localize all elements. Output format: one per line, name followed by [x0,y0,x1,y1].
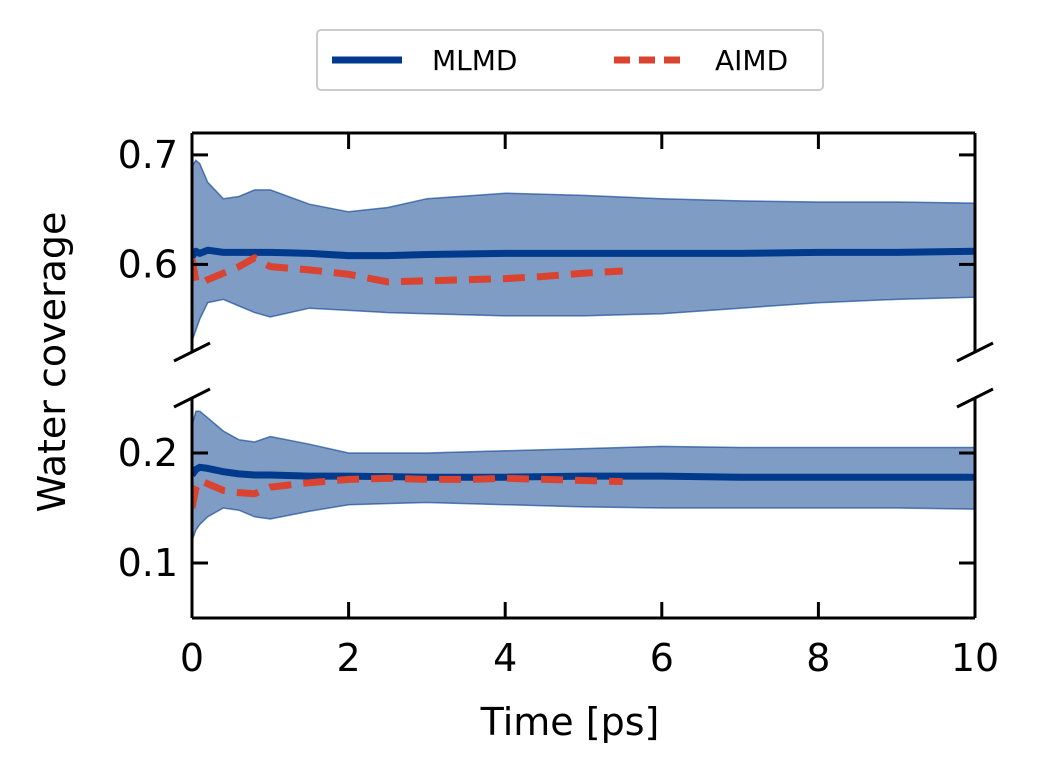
panel-lower-ytick-label: 0.1 [118,541,178,585]
panel-lower-ytick-label: 0.2 [118,431,178,475]
axis-break-mark-3 [956,387,994,409]
legend-frame [316,29,824,91]
panel-upper-ytick-label: 0.7 [118,133,178,177]
legend-mlmd-label: MLMD [432,44,517,77]
panel-upper-ytick-label: 0.6 [118,242,178,286]
y-axis-label: Water coverage [30,212,74,513]
xtick-label: 10 [951,636,999,680]
line-mlmd-lower [192,463,975,481]
legend-aimd-label: AIMD [715,44,788,77]
xtick-label: 6 [650,636,674,680]
xtick-label: 4 [493,636,517,680]
series-lines [192,246,975,509]
axis-break-mark-0 [173,341,211,363]
axis-break-mark-1 [956,341,994,363]
xtick-label: 8 [806,636,830,680]
legend: MLMD AIMD [316,29,824,91]
line-aimd-lower [192,474,623,509]
xtick-label: 0 [180,636,204,680]
x-axis-label: Time [ps] [480,700,660,744]
xtick-label: 2 [337,636,361,680]
line-mlmd-upper [192,246,975,260]
axes [173,131,994,620]
line-aimd-upper [192,254,623,288]
axis-break-mark-2 [173,387,211,409]
ticks: 0.6 0.7 0.1 0.2 0 2 4 6 8 10 [118,133,1000,680]
